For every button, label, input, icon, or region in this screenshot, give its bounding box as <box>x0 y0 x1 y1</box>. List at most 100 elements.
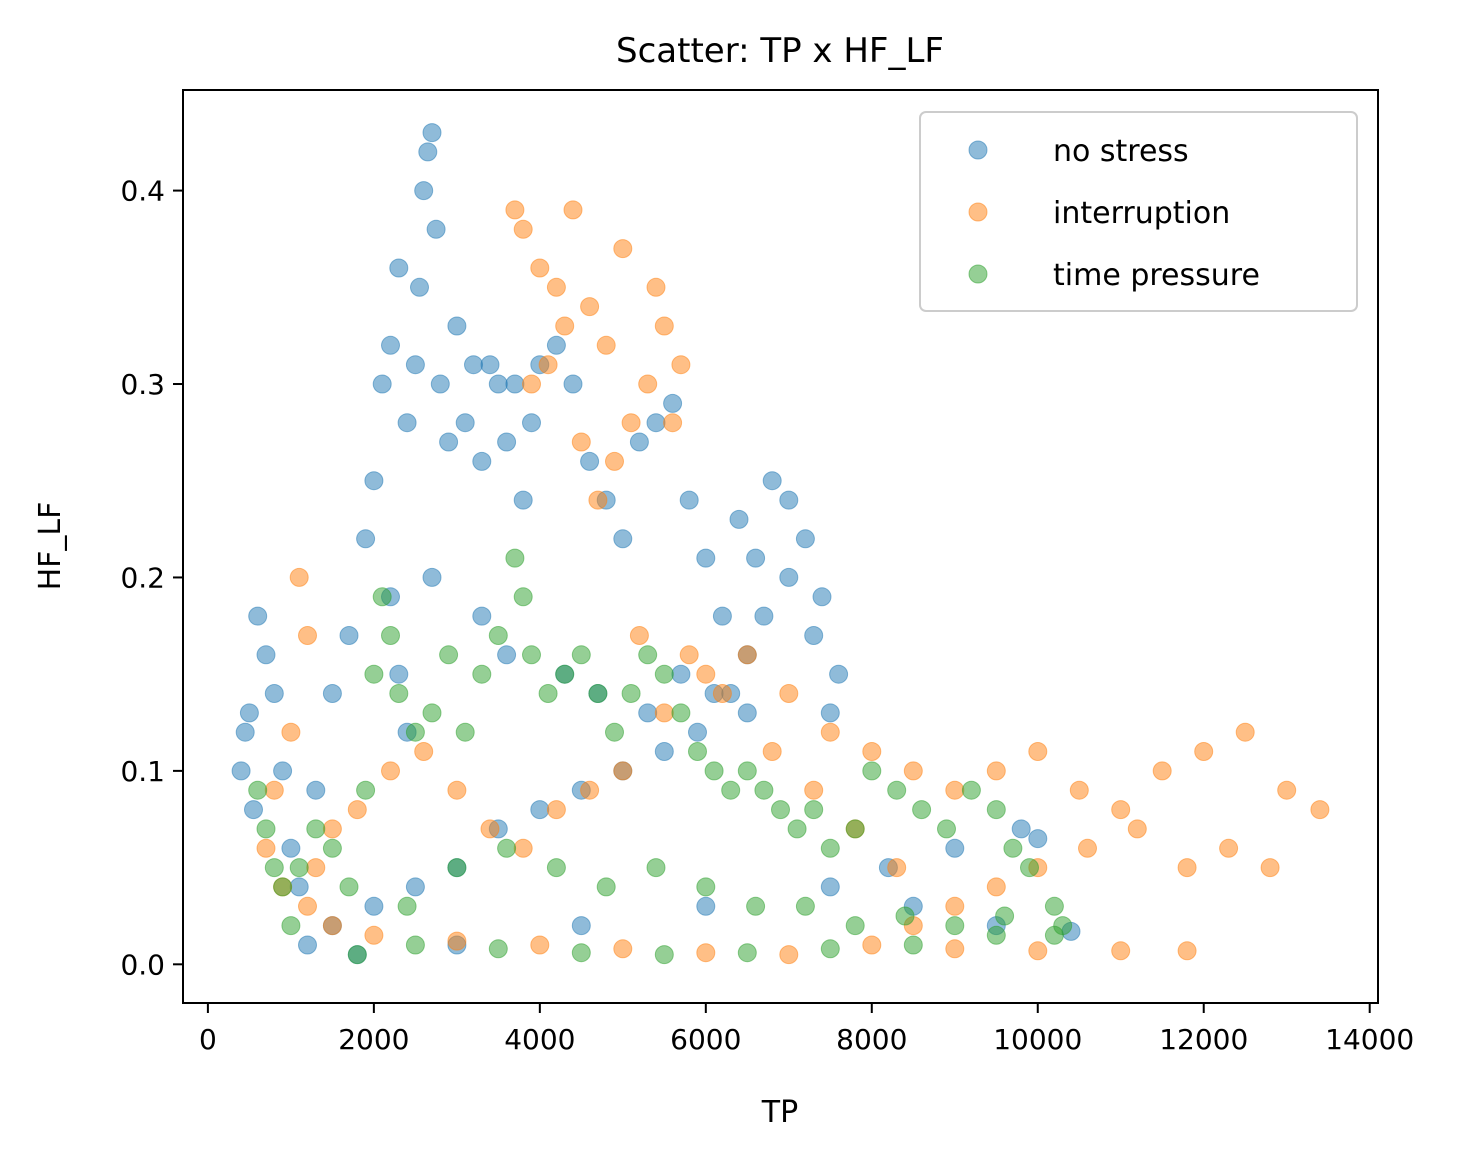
x-tick-label: 14000 <box>1325 1023 1414 1056</box>
data-point <box>795 529 815 549</box>
data-point <box>306 819 326 839</box>
data-point <box>945 838 965 858</box>
data-point <box>538 684 558 703</box>
data-point <box>522 374 541 394</box>
data-point <box>555 664 575 684</box>
data-point <box>422 123 442 143</box>
data-point <box>455 413 475 433</box>
data-point <box>1069 780 1089 800</box>
data-point <box>779 567 799 587</box>
data-point <box>389 664 409 684</box>
data-point <box>322 916 342 936</box>
data-point <box>472 606 492 626</box>
data-point <box>430 374 450 394</box>
data-point <box>447 316 467 336</box>
data-point <box>364 896 384 916</box>
data-point <box>696 548 716 568</box>
x-axis: 0 2000 4000 6000 8000 10000 12000 14000 <box>199 1003 1414 1056</box>
data-point <box>410 277 429 297</box>
data-point <box>231 761 251 781</box>
data-point <box>820 838 840 858</box>
data-point <box>588 684 608 703</box>
data-point <box>530 800 550 820</box>
data-point <box>845 819 865 839</box>
data-point <box>414 181 434 201</box>
data-point <box>829 664 849 684</box>
legend-box <box>919 111 1358 312</box>
data-point <box>273 877 293 897</box>
data-point <box>364 471 384 491</box>
data-point <box>638 374 658 394</box>
data-point <box>696 664 716 684</box>
data-point <box>414 742 434 761</box>
data-point <box>298 935 317 955</box>
data-point <box>248 606 268 626</box>
data-point <box>820 939 840 959</box>
data-point <box>372 587 392 607</box>
data-point <box>995 906 1015 926</box>
data-point <box>405 935 425 955</box>
data-point <box>422 567 442 587</box>
data-point <box>704 761 724 781</box>
data-point <box>426 219 446 239</box>
data-point <box>347 800 367 820</box>
data-point <box>671 355 691 375</box>
data-point <box>571 645 591 665</box>
data-point <box>779 490 799 510</box>
data-point <box>1111 941 1131 961</box>
data-point <box>629 626 649 645</box>
data-point <box>820 722 840 742</box>
data-point <box>771 800 790 820</box>
data-point <box>264 858 284 878</box>
data-point <box>580 780 600 800</box>
data-point <box>737 943 757 963</box>
data-point <box>1044 896 1064 916</box>
data-point <box>248 780 268 800</box>
data-point <box>746 548 766 568</box>
data-point <box>862 761 882 781</box>
data-point <box>845 916 865 936</box>
plot-frame <box>182 89 1379 1004</box>
data-point <box>1177 858 1197 878</box>
data-point <box>737 703 757 723</box>
data-point <box>472 664 492 684</box>
data-point <box>613 939 633 959</box>
data-point <box>646 413 666 433</box>
data-point <box>696 896 716 916</box>
data-point <box>986 761 1006 781</box>
data-point <box>596 335 616 355</box>
data-point <box>1044 925 1064 945</box>
data-point <box>418 142 438 162</box>
data-point <box>696 943 716 963</box>
data-point <box>281 916 301 936</box>
data-point <box>571 916 591 936</box>
data-point <box>804 780 824 800</box>
x-tick-label: 2000 <box>338 1023 409 1056</box>
data-point <box>256 645 276 665</box>
data-point <box>646 277 666 297</box>
legend-marker <box>968 264 988 284</box>
data-point <box>289 858 309 878</box>
data-point <box>1028 829 1048 849</box>
legend-marker <box>968 140 988 160</box>
data-point <box>546 800 566 820</box>
data-point <box>439 645 459 665</box>
legend: no stress interruption time pressure <box>919 111 1358 312</box>
data-point <box>530 258 550 278</box>
data-point <box>1127 819 1147 839</box>
data-point <box>480 819 500 839</box>
data-point <box>488 939 508 959</box>
data-point <box>961 780 981 800</box>
data-point <box>762 471 782 491</box>
data-point <box>820 877 840 897</box>
data-point <box>488 374 508 394</box>
data-point <box>605 451 624 471</box>
data-point <box>505 548 525 568</box>
data-point <box>729 509 749 529</box>
data-point <box>779 945 799 965</box>
x-tick-label: 4000 <box>504 1023 575 1056</box>
data-point <box>613 529 633 549</box>
data-point <box>945 780 965 800</box>
data-point <box>339 626 359 645</box>
